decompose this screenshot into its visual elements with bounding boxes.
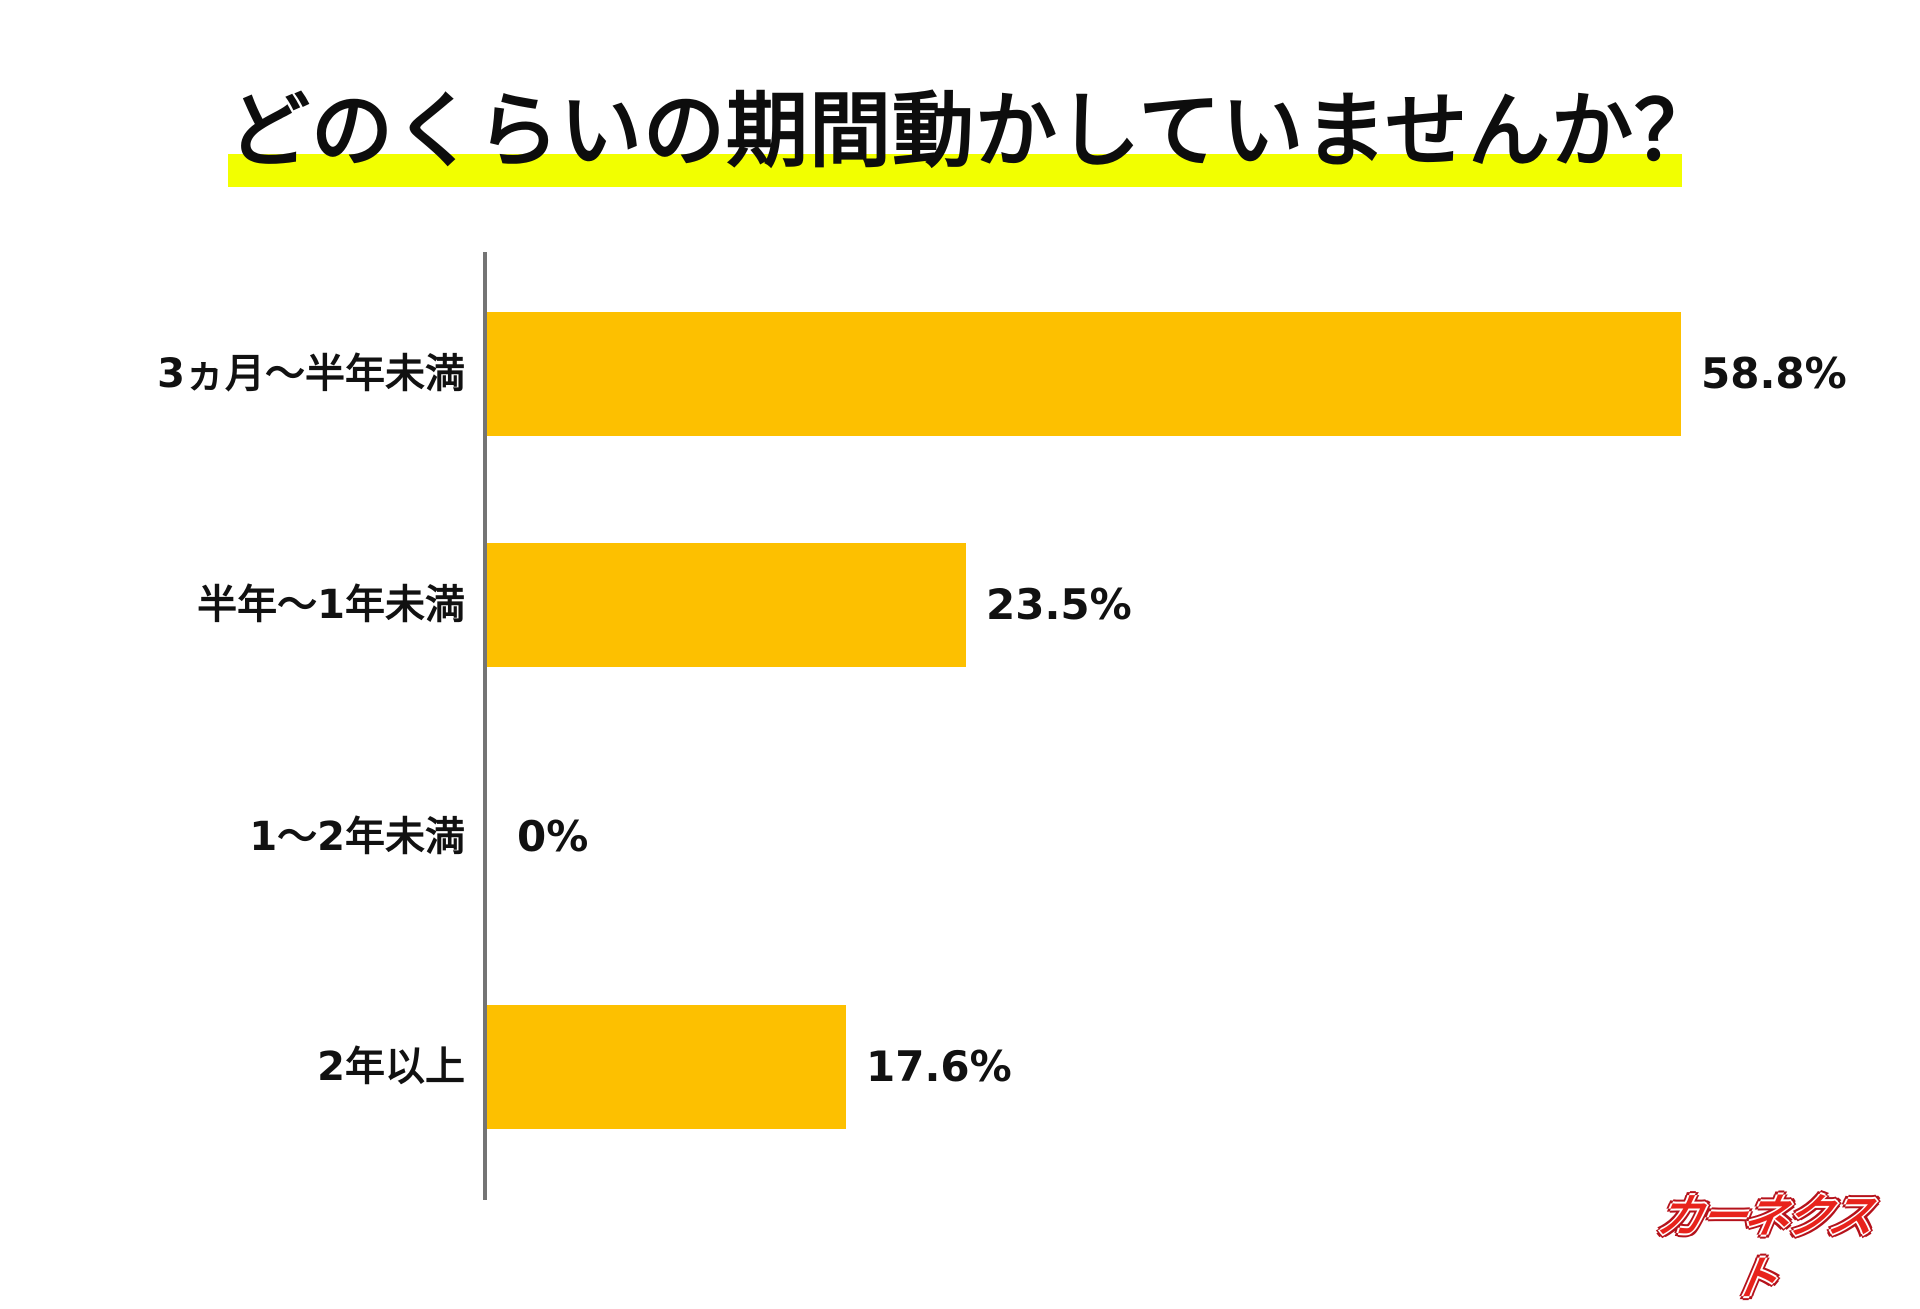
category-label: 1〜2年未満: [249, 814, 465, 860]
bar-chart: 3ヵ月〜半年未満 58.8% 半年〜1年未満 23.5% 1〜2年未満 0% 2…: [0, 252, 1920, 1200]
category-axis-line: [483, 252, 487, 1200]
value-label: 23.5%: [986, 580, 1132, 629]
category-label: 3ヵ月〜半年未満: [157, 351, 465, 397]
bar-row: 半年〜1年未満 23.5%: [0, 543, 1920, 667]
chart-title-area: どのくらいの期間動かしていませんか？: [0, 0, 1920, 200]
title-highlight-band: [228, 154, 1682, 187]
bar: [487, 543, 966, 667]
category-label: 半年〜1年未満: [197, 582, 465, 628]
bar-row: 2年以上 17.6%: [0, 1005, 1920, 1129]
brand-logo-text: カーネクスト: [1653, 1189, 1877, 1305]
bar: [487, 312, 1681, 436]
value-label: 58.8%: [1701, 349, 1847, 398]
bar-row: 1〜2年未満 0%: [0, 775, 1920, 899]
bar-row: 3ヵ月〜半年未満 58.8%: [0, 312, 1920, 436]
category-label: 2年以上: [317, 1044, 465, 1090]
value-label: 0%: [517, 812, 589, 861]
value-label: 17.6%: [866, 1042, 1012, 1091]
brand-logo: カーネクスト: [1640, 1185, 1890, 1305]
bar: [487, 1005, 846, 1129]
chart-title: どのくらいの期間動かしていませんか？: [228, 84, 1718, 179]
